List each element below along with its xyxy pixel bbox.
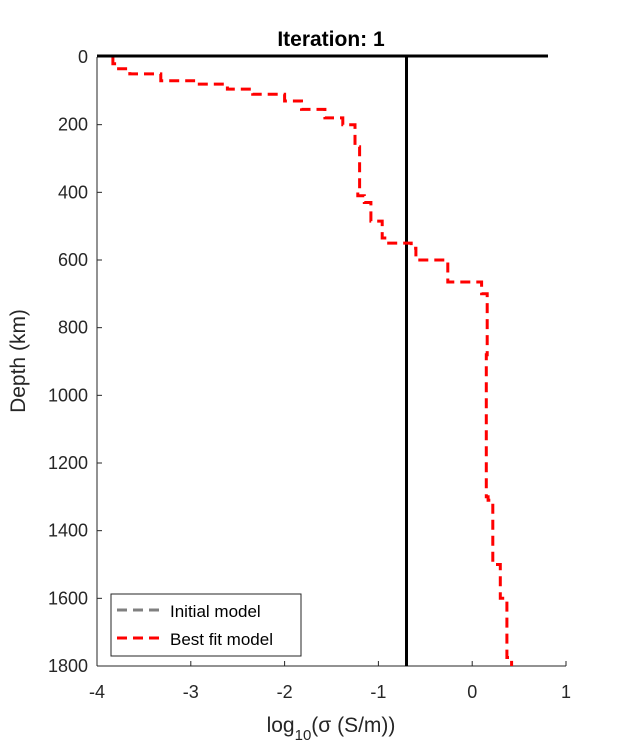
x-tick-label: -1 — [370, 682, 386, 702]
y-tick-label: 1400 — [48, 521, 88, 541]
y-tick-label: 400 — [58, 182, 88, 202]
x-axis-label-log: log — [267, 714, 295, 737]
x-axis-label-sub: 10 — [295, 727, 312, 744]
y-axis-ticks: 0 200 400 600 800 1000 1200 1400 1600 1800 — [48, 47, 102, 676]
legend-box — [110, 593, 302, 657]
x-tick-label: -4 — [89, 682, 105, 702]
x-tick-label: -3 — [183, 682, 199, 702]
y-tick-label: 1800 — [48, 656, 88, 676]
y-axis-label: Depth (km) — [7, 309, 30, 413]
x-tick-label: 0 — [467, 682, 477, 702]
legend: Initial model Best fit model — [110, 593, 302, 657]
chart-title: Iteration: 1 — [277, 28, 385, 51]
y-tick-label: 800 — [58, 318, 88, 338]
y-tick-label: 0 — [78, 47, 88, 67]
x-axis-ticks: -4 -3 -2 -1 0 1 — [89, 661, 571, 702]
y-tick-label: 200 — [58, 115, 88, 135]
x-tick-label: -2 — [277, 682, 293, 702]
x-axis-label: log10(σ (S/m)) — [267, 714, 396, 744]
series-layer — [111, 57, 514, 666]
x-axis-label-unit: (σ (S/m)) — [311, 714, 395, 737]
y-tick-label: 1000 — [48, 385, 88, 405]
series-line-best-fit-model — [111, 57, 514, 666]
y-tick-label: 1600 — [48, 588, 88, 608]
y-tick-label: 600 — [58, 250, 88, 270]
y-tick-label: 1200 — [48, 453, 88, 473]
x-tick-label: 1 — [561, 682, 571, 702]
legend-label-initial: Initial model — [170, 602, 261, 621]
legend-label-best-fit: Best fit model — [170, 630, 273, 649]
